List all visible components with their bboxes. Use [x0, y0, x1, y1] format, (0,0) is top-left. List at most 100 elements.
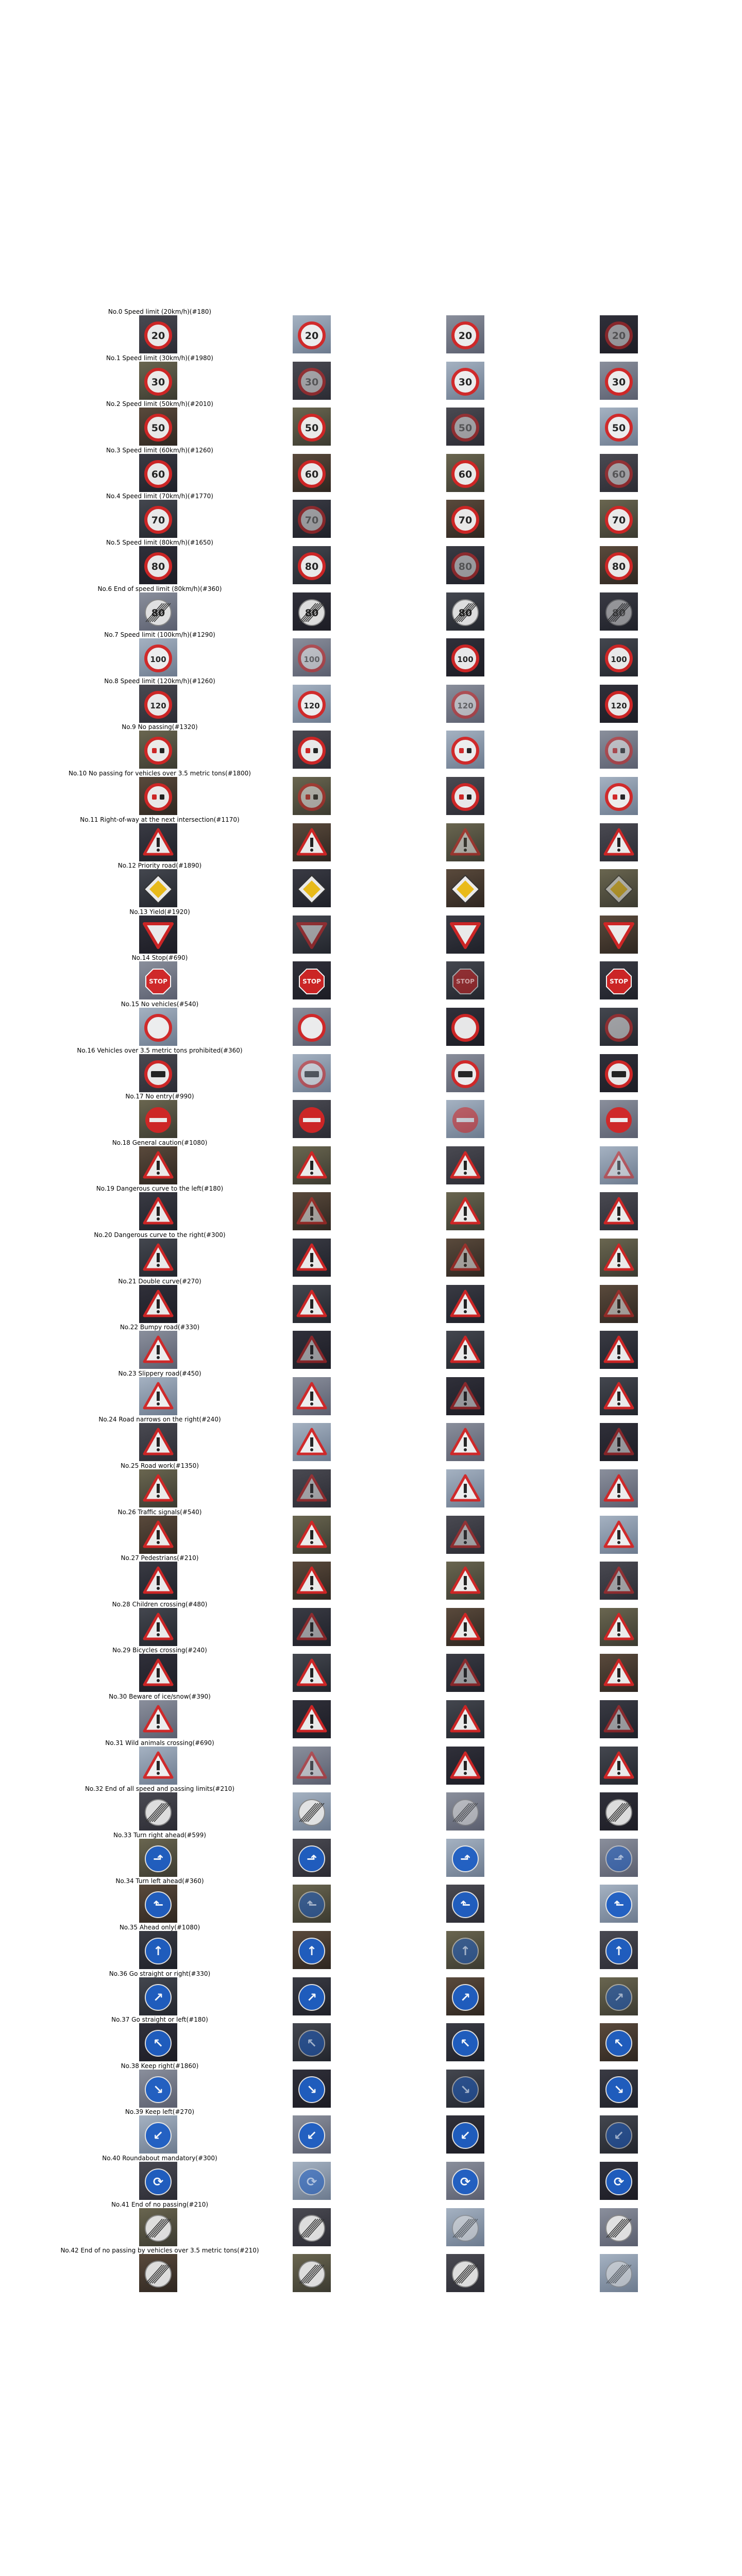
traffic-sign-icon: ↘: [145, 2076, 172, 2103]
sample-image: [293, 2254, 331, 2293]
traffic-sign-icon: 50: [451, 414, 479, 442]
sign-label: ↑: [307, 1944, 317, 1958]
class-caption: No.38 Keep right(#1860): [121, 2062, 199, 2070]
traffic-sign-icon: [450, 1658, 481, 1686]
sign-label: ↖: [614, 2036, 624, 2050]
class-row: No.16 Vehicles over 3.5 metric tons proh…: [0, 1047, 742, 1093]
traffic-sign-icon: [296, 1382, 327, 1410]
traffic-sign-icon: [606, 1107, 632, 1133]
traffic-sign-icon: [143, 1566, 174, 1594]
class-row: No.42 End of no passing by vehicles over…: [0, 2247, 742, 2293]
class-caption: No.21 Double curve(#270): [118, 1277, 201, 1285]
sample-image: ⟳: [139, 2162, 177, 2200]
sign-label: ↗: [460, 1990, 470, 2005]
class-caption: No.25 Road work(#1350): [121, 1462, 199, 1469]
sample-image: [293, 1146, 331, 1184]
sample-image: [600, 915, 638, 954]
sample-image: [600, 823, 638, 861]
sign-label: 80: [459, 607, 472, 619]
sample-image: [446, 1607, 484, 1646]
traffic-sign-icon: [143, 1382, 174, 1410]
class-caption: No.30 Beware of ice/snow(#390): [109, 1693, 211, 1700]
sign-label: 60: [459, 469, 472, 480]
class-row: No.33 Turn right ahead(#599) ⬏ ⬏ ⬏ ⬏: [0, 1832, 742, 1877]
traffic-sign-icon: [450, 1382, 481, 1410]
class-caption: No.36 Go straight or right(#330): [109, 1970, 211, 1977]
class-caption: No.15 No vehicles(#540): [121, 1001, 199, 1008]
traffic-sign-icon: [143, 1520, 174, 1548]
sample-image: [293, 1377, 331, 1415]
sample-image: [600, 2254, 638, 2293]
traffic-sign-icon: [603, 1290, 634, 1317]
sample-image: STOP: [600, 961, 638, 1000]
sample-image: [139, 1192, 177, 1231]
traffic-sign-icon: [604, 874, 634, 904]
class-row: No.3 Speed limit (60km/h)(#1260) 60 60 60 60: [0, 447, 742, 493]
traffic-sign-icon: ⬑: [298, 1891, 325, 1919]
sign-label: 100: [611, 655, 627, 664]
traffic-sign-icon: 100: [451, 645, 479, 673]
traffic-sign-icon: [296, 1474, 327, 1502]
class-caption: No.12 Priority road(#1890): [117, 862, 202, 870]
traffic-sign-icon: [452, 2214, 479, 2242]
sample-image: [600, 1146, 638, 1184]
traffic-sign-icon: ⬑: [605, 1891, 632, 1919]
sign-label: 70: [305, 515, 318, 526]
traffic-sign-icon: [143, 1290, 174, 1317]
traffic-sign-icon: STOP: [145, 969, 171, 995]
sign-label: 20: [612, 330, 626, 342]
traffic-sign-icon: ↖: [452, 2030, 479, 2057]
class-row: No.13 Yield(#1920): [0, 908, 742, 954]
traffic-sign-icon: ⟳: [145, 2168, 172, 2195]
traffic-sign-icon: ↘: [605, 2076, 632, 2103]
traffic-sign-icon: [452, 2261, 479, 2288]
sample-image: [600, 1331, 638, 1369]
traffic-sign-icon: 20: [451, 321, 479, 349]
sign-label: 50: [305, 422, 318, 434]
sample-image: ⬏: [600, 1838, 638, 1877]
sample-image: [293, 1746, 331, 1785]
sign-label: ⬏: [460, 1852, 470, 1866]
traffic-sign-icon: [296, 1197, 327, 1225]
sign-label: 120: [150, 701, 166, 710]
sample-image: [446, 1100, 484, 1139]
sample-image: [600, 1192, 638, 1231]
traffic-sign-icon: 50: [144, 414, 172, 442]
sample-image: [446, 1331, 484, 1369]
traffic-sign-icon: [298, 1799, 325, 1826]
class-caption: No.2 Speed limit (50km/h)(#2010): [106, 400, 213, 408]
sign-label: ↙: [153, 2128, 163, 2143]
sample-image: 80: [446, 546, 484, 584]
sample-image: [293, 1654, 331, 1692]
sample-image: ⟳: [600, 2162, 638, 2200]
traffic-sign-icon: [452, 1799, 479, 1826]
traffic-sign-icon: [603, 828, 634, 856]
traffic-sign-icon: 20: [298, 321, 326, 349]
sample-image: [293, 1515, 331, 1554]
sample-image: ↘: [600, 2069, 638, 2108]
traffic-sign-icon: [298, 2261, 325, 2288]
sample-image: [139, 915, 177, 954]
sample-image: [446, 1562, 484, 1600]
class-caption: No.34 Turn left ahead(#360): [115, 1877, 204, 1885]
traffic-sign-icon: [296, 1428, 327, 1455]
sample-image: [139, 823, 177, 861]
traffic-sign-icon: [450, 1520, 481, 1548]
traffic-sign-icon: 30: [298, 367, 326, 396]
class-row: No.23 Slippery road(#450): [0, 1370, 742, 1416]
sample-image: ↗: [293, 1977, 331, 2015]
traffic-sign-icon: [298, 1060, 326, 1088]
sample-image: ↗: [600, 1977, 638, 2015]
sample-image: [446, 1792, 484, 1831]
sign-label: 120: [611, 701, 627, 710]
sign-label: 30: [151, 377, 165, 388]
sample-image: [446, 1700, 484, 1738]
class-caption: No.33 Turn right ahead(#599): [113, 1831, 206, 1839]
sample-image: 100: [446, 638, 484, 677]
sign-label: 20: [305, 330, 318, 342]
traffic-sign-icon: [450, 1705, 481, 1733]
sample-image: [139, 1792, 177, 1831]
sample-image: ⬑: [446, 1885, 484, 1923]
sample-image: [293, 1239, 331, 1277]
traffic-sign-icon: [143, 874, 173, 904]
